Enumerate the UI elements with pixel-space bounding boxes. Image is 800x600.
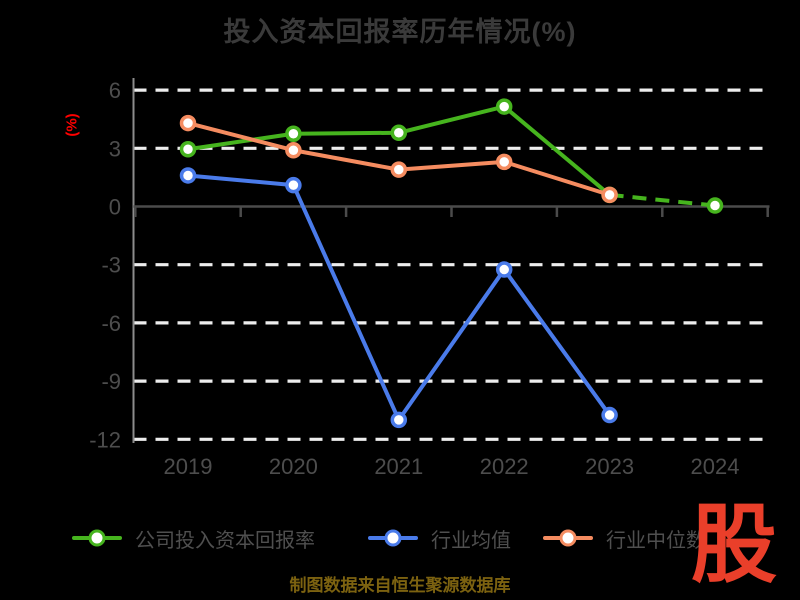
data-point-s0-0[interactable]: [179, 141, 197, 158]
legend-label-industry-mean: 行业均值: [431, 529, 511, 552]
y-tick-label-3: 3: [109, 136, 121, 161]
x-tick-label-2021: 2021: [374, 454, 423, 479]
x-tick-label-2019: 2019: [164, 454, 213, 479]
data-point-s1-2[interactable]: [390, 411, 408, 429]
legend-circle-icon: [88, 529, 106, 547]
data-point-s1-3[interactable]: [495, 261, 513, 278]
legend-item-industry-median[interactable]: 行业中位数: [543, 523, 706, 553]
y-tick-label-6: 6: [109, 78, 121, 103]
legend-circle-icon: [384, 529, 402, 547]
data-point-s2-2[interactable]: [390, 161, 408, 178]
legend-line-icon: [368, 529, 418, 547]
data-point-s0-3[interactable]: [495, 98, 513, 115]
data-point-s1-4[interactable]: [601, 406, 618, 424]
legend-line-icon: [543, 529, 593, 547]
data-point-s2-3[interactable]: [495, 153, 513, 171]
y-tick-label--3: -3: [101, 253, 121, 278]
data-point-s2-1[interactable]: [285, 141, 302, 159]
series-line-0-forecast-dashed[interactable]: [609, 192, 716, 208]
x-tick-label-2024: 2024: [691, 454, 740, 479]
data-point-s2-4[interactable]: [601, 186, 618, 204]
y-tick-label--12: -12: [89, 427, 121, 452]
data-point-s0-1[interactable]: [285, 125, 302, 142]
legend-label-industry-median: 行业中位数: [606, 529, 706, 552]
data-point-s0-2[interactable]: [390, 124, 408, 142]
data-point-s0-5[interactable]: [706, 197, 724, 214]
y-tick-label-0: 0: [109, 195, 121, 220]
legend-item-company-roic[interactable]: 公司投入资本回报率: [72, 523, 315, 553]
legend-line-icon: [72, 529, 122, 547]
x-tick-label-2020: 2020: [269, 454, 318, 479]
y-tick-label--6: -6: [101, 311, 121, 336]
data-source-caption: 制图数据来自恒生聚源数据库: [289, 576, 511, 595]
legend-circle-icon: [559, 529, 577, 547]
stock-logo-watermark: 股: [691, 497, 777, 593]
legend-label-company-roic: 公司投入资本回报率: [135, 529, 315, 552]
data-point-s2-0[interactable]: [179, 114, 197, 132]
chart-title: 投入资本回报率历年情况(%): [223, 17, 577, 47]
y-tick-label--9: -9: [101, 369, 121, 394]
data-point-s1-1[interactable]: [285, 176, 302, 194]
series-line-1[interactable]: [187, 173, 612, 422]
legend-item-industry-mean[interactable]: 行业均值: [368, 523, 511, 553]
x-tick-label-2022: 2022: [480, 454, 529, 479]
data-point-s1-0[interactable]: [179, 167, 197, 184]
x-tick-label-2023: 2023: [585, 454, 634, 479]
